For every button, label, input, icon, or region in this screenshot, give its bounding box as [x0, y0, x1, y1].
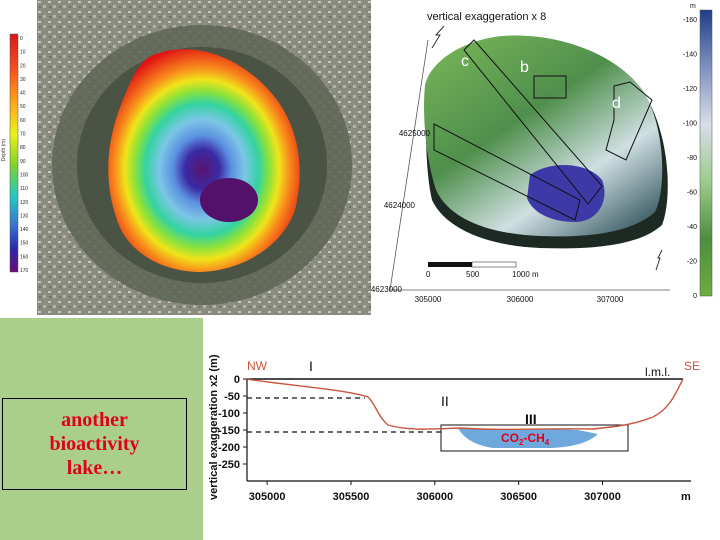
depth-tick-label: 80 — [20, 145, 26, 151]
depth-scale: Depth (m) 0 10 20 30 40 50 60 70 80 90 100 110 120 13… — [1, 33, 29, 274]
lake-surface — [527, 164, 605, 222]
depth-tick-label: 30 — [20, 77, 26, 83]
profile-x-tick-label: 305500 — [333, 491, 370, 503]
box-c-label: c — [461, 53, 469, 70]
northing-labels: 4625000 4624000 4623000 — [371, 129, 431, 294]
profile-x-tick-label: 306000 — [416, 491, 453, 503]
profile-x-tick-label: 306500 — [500, 491, 537, 503]
easting-labels: 305000 306000 307000 — [415, 295, 624, 304]
lake-bathymetry — [108, 49, 300, 272]
depth-tick-label: 110 — [20, 186, 28, 192]
colorbar-unit: m — [690, 3, 696, 10]
profile-x-tick-label: 305000 — [249, 491, 286, 503]
box-c — [463, 39, 603, 205]
terrain-title: vertical exaggeration x 8 — [427, 11, 546, 23]
profile-x-tick-label: 307000 — [584, 491, 621, 503]
scale-label-500: 500 — [466, 270, 480, 279]
zone-I-label: I — [309, 358, 313, 374]
profile-y-tick-label: -200 — [218, 442, 240, 454]
colorbar-ticks: -160 -140 -120 -100 -80 -60 -40 -20 0 — [683, 17, 697, 300]
crater-bathymetry-map — [37, 0, 371, 315]
profile-y-tick-label: -100 — [218, 408, 240, 420]
depth-unit-label: Depth (m) — [1, 139, 7, 162]
easting-label: 305000 — [415, 295, 442, 304]
scale-label-1000: 1000 m — [512, 270, 539, 279]
easting-label: 307000 — [597, 295, 624, 304]
depth-tick-label: 120 — [20, 200, 29, 206]
side-panel — [0, 318, 203, 540]
box-b — [533, 75, 567, 99]
depth-tick-label: 50 — [20, 104, 26, 110]
terrain-3d-view: vertical exaggeration x 8 c b d 46250004… — [371, 3, 713, 304]
colorbar-tick-label: 0 — [693, 293, 697, 300]
callout-box: another bioactivity lake… — [2, 398, 187, 490]
depth-tick-label: 140 — [20, 227, 29, 233]
northing-label: 4625000 — [399, 129, 431, 138]
scale-bar-black — [428, 262, 472, 267]
colorbar-tick-label: -160 — [683, 17, 697, 24]
depth-tick-label: 20 — [20, 63, 26, 69]
level-label: l.m.l. — [645, 365, 670, 379]
colorbar-tick-label: -100 — [683, 121, 697, 128]
profile-y-tick-label: -50 — [224, 391, 240, 403]
depth-tick-label: 60 — [20, 118, 26, 124]
colorbar-tick-label: -80 — [687, 155, 697, 162]
callout-text: another bioactivity lake… — [49, 409, 140, 479]
north-arrow-top — [431, 25, 445, 49]
depth-tick-label: 90 — [20, 159, 26, 165]
depth-tick-label: 100 — [20, 172, 29, 178]
box-c-lower — [433, 123, 581, 221]
zone-III-box — [440, 424, 629, 452]
elevation-colorbar — [699, 9, 713, 297]
depth-tick-label: 130 — [20, 213, 29, 219]
lake-deepest-zone — [200, 178, 258, 222]
depth-tick-label: 40 — [20, 91, 26, 97]
gas-label: CO2-CH4 — [501, 431, 550, 447]
bathymetric-profile — [246, 378, 684, 431]
depth-ticks: 0 10 20 30 40 50 60 70 80 90 100 110 120 130 140 150 160… — [20, 36, 29, 274]
profile-y-label: vertical exaggeration x2 (m) — [208, 354, 220, 500]
easting-label: 306000 — [507, 295, 534, 304]
profile-x-unit: m — [681, 491, 691, 503]
profile-chart: vertical exaggeration x2 (m) NW SE l.m.l… — [208, 354, 700, 503]
colorbar-tick-label: -60 — [687, 190, 697, 197]
axis-guide-y — [389, 39, 429, 291]
depth-tick-label: 70 — [20, 132, 26, 138]
zone-III-label: III — [525, 411, 537, 427]
scale-bar-white — [471, 261, 517, 268]
depth-tick-label: 160 — [20, 254, 29, 260]
box-d-label: d — [612, 95, 621, 112]
box-d — [605, 81, 653, 161]
colorbar-tick-label: -20 — [687, 259, 697, 266]
profile-x-ticks: 305000 305500 306000 306500 307000 — [249, 481, 621, 503]
colorbar-tick-label: -140 — [683, 52, 697, 59]
depth-gradient — [9, 33, 19, 273]
northing-label: 4623000 — [371, 285, 403, 294]
profile-y-tick-label: 0 — [234, 374, 240, 386]
profile-y-tick-label: -150 — [218, 425, 240, 437]
profile-y-tick-label: -250 — [218, 459, 240, 471]
zone-II-label: II — [441, 393, 449, 409]
scale-label-0: 0 — [426, 270, 431, 279]
depth-tick-label: 0 — [20, 36, 23, 42]
north-arrow-bottom — [655, 249, 663, 271]
colorbar-tick-label: -40 — [687, 224, 697, 231]
profile-y-ticks: 0 -50 -100 -150 -200 -250 — [218, 374, 247, 471]
depth-tick-label: 10 — [20, 50, 26, 56]
depth-tick-label: 150 — [20, 241, 29, 247]
profile-end-se: SE — [684, 359, 700, 373]
box-b-label: b — [520, 59, 529, 76]
colorbar-tick-label: -120 — [683, 86, 697, 93]
northing-label: 4624000 — [384, 201, 416, 210]
water-body — [458, 428, 598, 448]
profile-end-nw: NW — [247, 359, 268, 373]
depth-tick-label: 170 — [20, 268, 29, 274]
